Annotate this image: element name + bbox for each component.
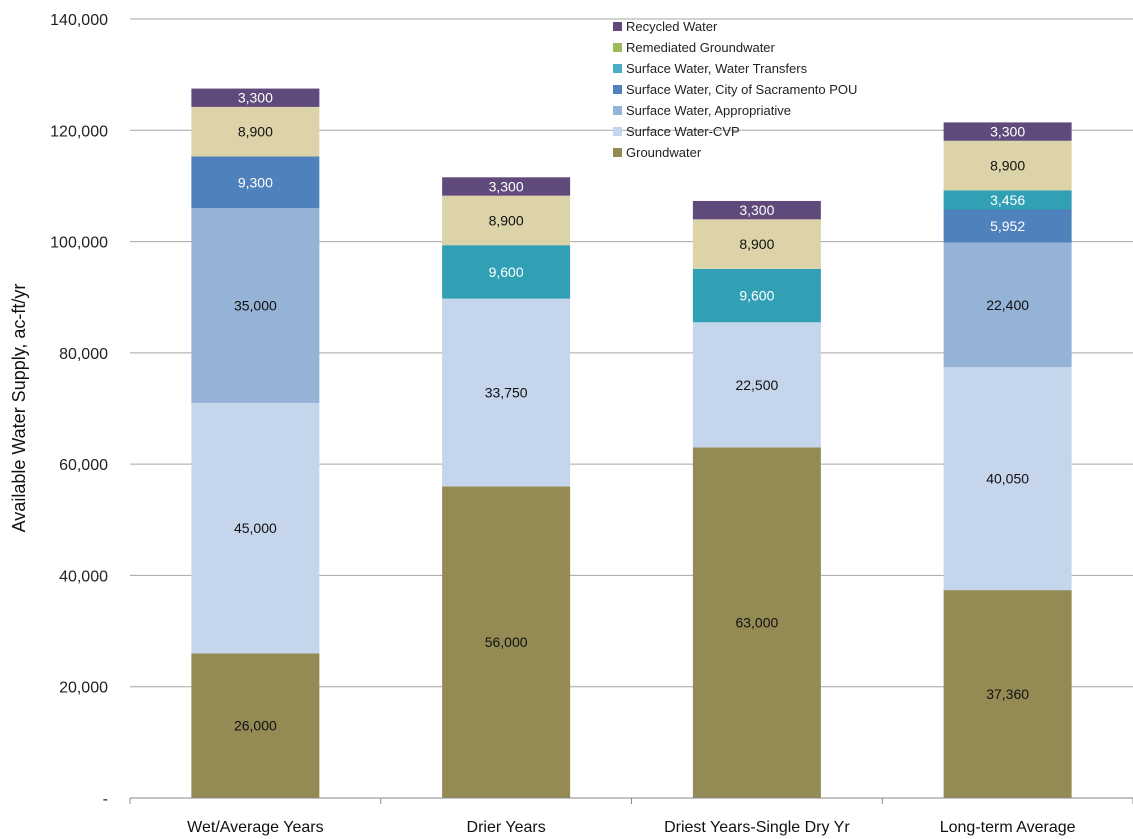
x-axis	[129, 797, 1133, 804]
bar-segment-recycled-water-drier-years	[442, 177, 571, 196]
legend-label-surface-water-cvp: Surface Water-CVP	[626, 124, 740, 139]
y-tick-label-0: -	[103, 791, 108, 808]
data-label-surface-water-water-transfers-long-term-average: 3,456	[990, 192, 1025, 208]
data-label-groundwater-drier-years: 56,000	[485, 634, 528, 650]
bar-segment-surface-water-water-transfers-drier-years	[442, 245, 571, 299]
data-label-recycled-water-wet-average-years: 3,300	[238, 90, 273, 106]
legend-item-groundwater: Groundwater	[613, 145, 702, 160]
bar-segment-groundwater-driest-years-single-dry-yr	[692, 447, 821, 798]
legend: Recycled Water Remediated Groundwater Surf…	[613, 19, 857, 160]
bar-segment-surface-water-city-of-sacramento-pou-long-term-average	[943, 209, 1072, 243]
legend-swatch-surface-water-city-of-sacramento-pou	[613, 85, 622, 94]
bar-segment-groundwater-wet-average-years	[191, 653, 320, 798]
legend-label-remediated-groundwater: Remediated Groundwater	[626, 40, 776, 55]
data-label-surface-water-water-transfers-drier-years: 9,600	[489, 264, 524, 280]
bar-stack-wet-average-years: 26,000 45,000 35,000 9,300 8,900 3,300	[191, 88, 320, 798]
data-label-remediated-groundwater-driest-years-single-dry-yr: 8,900	[739, 236, 774, 252]
data-label-surface-water-appropriative-long-term-average: 22,400	[986, 297, 1029, 313]
y-tick-label-4: 80,000	[59, 346, 108, 363]
data-label-surface-water-cvp-long-term-average: 40,050	[986, 471, 1029, 487]
x-tick-label-long-term-average: Long-term Average	[940, 819, 1076, 836]
legend-item-surface-water-appropriative: Surface Water, Appropriative	[613, 103, 791, 118]
bar-segment-recycled-water-driest-years-single-dry-yr	[692, 200, 821, 220]
data-label-groundwater-driest-years-single-dry-yr: 63,000	[735, 615, 778, 631]
legend-swatch-surface-water-cvp	[613, 127, 622, 136]
legend-item-surface-water-cvp: Surface Water-CVP	[613, 124, 740, 139]
legend-label-surface-water-city-of-sacramento-pou: Surface Water, City of Sacramento POU	[626, 82, 857, 97]
x-tick-label-driest-years-single-dry-yr: Driest Years-Single Dry Yr	[664, 819, 850, 836]
data-label-surface-water-cvp-wet-average-years: 45,000	[234, 520, 277, 536]
bar-segment-surface-water-cvp-wet-average-years	[191, 402, 320, 654]
bar-segment-groundwater-drier-years	[442, 486, 571, 798]
x-tick-label-wet-average-years: Wet/Average Years	[187, 819, 323, 836]
legend-label-recycled-water: Recycled Water	[626, 19, 718, 34]
data-label-recycled-water-drier-years: 3,300	[489, 178, 524, 194]
data-label-remediated-groundwater-wet-average-years: 8,900	[238, 124, 273, 140]
legend-swatch-recycled-water	[613, 22, 622, 31]
data-label-groundwater-long-term-average: 37,360	[986, 686, 1029, 702]
y-axis-tick-labels: - 20,000 40,000 60,000 80,000 100,000 120,000 1…	[50, 12, 108, 808]
legend-swatch-surface-water-appropriative	[613, 106, 622, 115]
data-label-surface-water-cvp-drier-years: 33,750	[485, 385, 528, 401]
data-label-surface-water-water-transfers-driest-years-single-dry-yr: 9,600	[739, 288, 774, 304]
data-label-groundwater-wet-average-years: 26,000	[234, 718, 277, 734]
data-label-remediated-groundwater-drier-years: 8,900	[489, 212, 524, 228]
y-tick-label-1: 20,000	[59, 680, 108, 697]
data-label-recycled-water-long-term-average: 3,300	[990, 124, 1025, 140]
bar-segment-surface-water-appropriative-wet-average-years	[191, 208, 320, 403]
data-label-surface-water-cvp-driest-years-single-dry-yr: 22,500	[735, 377, 778, 393]
legend-swatch-surface-water-water-transfers	[613, 64, 622, 73]
bar-segment-surface-water-water-transfers-long-term-average	[943, 190, 1072, 210]
y-tick-label-5: 100,000	[50, 235, 108, 252]
x-axis-category-labels: Wet/Average Years Drier Years Driest Years…	[187, 819, 1075, 836]
legend-swatch-remediated-groundwater	[613, 43, 622, 52]
data-label-surface-water-appropriative-wet-average-years: 35,000	[234, 298, 277, 314]
bar-segment-surface-water-cvp-drier-years	[442, 298, 571, 487]
legend-item-recycled-water: Recycled Water	[613, 19, 718, 34]
bar-stack-driest-years-single-dry-yr: 63,000 22,500 9,600 8,900 3,300	[692, 200, 821, 798]
bar-segment-remediated-groundwater-drier-years	[442, 195, 571, 246]
legend-item-surface-water-water-transfers: Surface Water, Water Transfers	[613, 61, 808, 76]
data-label-remediated-groundwater-long-term-average: 8,900	[990, 158, 1025, 174]
y-tick-label-3: 60,000	[59, 457, 108, 474]
bar-segment-surface-water-water-transfers-driest-years-single-dry-yr	[692, 268, 821, 323]
bar-segment-remediated-groundwater-driest-years-single-dry-yr	[692, 219, 821, 269]
x-tick-label-drier-years: Drier Years	[467, 819, 546, 836]
bar-segment-surface-water-city-of-sacramento-pou-wet-average-years	[191, 156, 320, 209]
legend-item-surface-water-city-of-sacramento-pou: Surface Water, City of Sacramento POU	[613, 82, 857, 97]
data-label-surface-water-city-of-sacramento-pou-long-term-average: 5,952	[990, 218, 1025, 234]
bar-segment-surface-water-cvp-long-term-average	[943, 367, 1072, 591]
legend-label-surface-water-appropriative: Surface Water, Appropriative	[626, 103, 791, 118]
y-tick-label-7: 140,000	[50, 12, 108, 29]
data-label-recycled-water-driest-years-single-dry-yr: 3,300	[739, 202, 774, 218]
bar-segment-surface-water-cvp-driest-years-single-dry-yr	[692, 322, 821, 448]
bar-stack-long-term-average: 37,360 40,050 22,400 5,952 3,456 8,900 3,300	[943, 122, 1072, 798]
bar-segment-remediated-groundwater-wet-average-years	[191, 106, 320, 157]
bar-segment-remediated-groundwater-long-term-average	[943, 140, 1072, 191]
legend-swatch-groundwater	[613, 148, 622, 157]
bar-segment-groundwater-long-term-average	[943, 590, 1072, 798]
legend-label-groundwater: Groundwater	[626, 145, 702, 160]
bar-segment-recycled-water-wet-average-years	[191, 88, 320, 107]
y-tick-label-2: 40,000	[59, 568, 108, 585]
y-tick-label-6: 120,000	[50, 123, 108, 140]
bar-segment-surface-water-appropriative-long-term-average	[943, 242, 1072, 368]
bars: 26,000 45,000 35,000 9,300 8,900 3,300 56,000 3…	[191, 88, 1072, 798]
y-axis-title: Available Water Supply, ac-ft/yr	[9, 284, 29, 533]
legend-item-remediated-groundwater: Remediated Groundwater	[613, 40, 776, 55]
legend-label-surface-water-water-transfers: Surface Water, Water Transfers	[626, 61, 808, 76]
bar-stack-drier-years: 56,000 33,750 9,600 8,900 3,300	[442, 177, 571, 798]
bar-segment-recycled-water-long-term-average	[943, 122, 1072, 141]
data-label-surface-water-city-of-sacramento-pou-wet-average-years: 9,300	[238, 174, 273, 190]
